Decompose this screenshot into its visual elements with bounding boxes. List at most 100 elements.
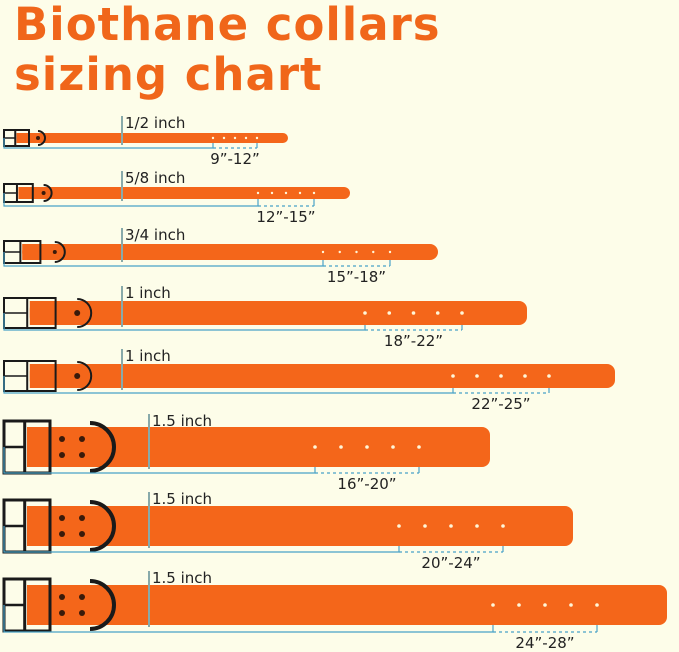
hole: [211, 136, 215, 140]
hole: [256, 191, 260, 195]
strap: [22, 244, 438, 260]
rivet: [74, 373, 81, 379]
buckle-keeper: [27, 585, 48, 625]
hole: [499, 374, 503, 378]
strap: [27, 585, 667, 625]
rivet: [59, 531, 65, 537]
buckle-keeper: [29, 301, 54, 325]
range-label: 12”-15”: [256, 208, 315, 226]
hole: [312, 191, 316, 195]
hole: [372, 250, 375, 254]
length-bracket: [3, 447, 316, 474]
length-bracket: [3, 138, 214, 149]
rivet: [59, 610, 65, 616]
hole: [298, 191, 302, 195]
width-label: 1.5 inch: [152, 412, 212, 430]
d-ring-icon: [77, 298, 93, 328]
hole: [365, 445, 369, 449]
hole: [284, 191, 288, 195]
collar-3: 3/4 inch 15”-18”: [3, 226, 438, 286]
width-label: 5/8 inch: [125, 169, 185, 187]
buckle-keeper: [27, 427, 48, 467]
strap: [16, 133, 288, 143]
width-label: 1 inch: [125, 284, 171, 302]
hole: [543, 603, 547, 607]
collar-1: 1/2 inch 9”-12”: [3, 114, 288, 168]
hole: [460, 311, 464, 315]
width-label: 1/2 inch: [125, 114, 185, 132]
hole: [569, 603, 573, 607]
d-ring-icon: [37, 130, 46, 146]
buckle-keeper: [16, 133, 28, 143]
hole: [313, 445, 317, 449]
strap: [27, 506, 573, 546]
rivet: [52, 250, 57, 254]
hole: [255, 136, 259, 140]
buckle-keeper: [18, 187, 32, 199]
hole: [517, 603, 521, 607]
hole: [475, 524, 479, 528]
hole: [233, 136, 237, 140]
buckle-keeper: [29, 364, 54, 388]
hole: [475, 374, 479, 378]
d-ring-icon: [43, 184, 53, 202]
rivet: [36, 136, 40, 140]
d-ring-icon: [54, 241, 66, 263]
d-ring-icon: [89, 421, 116, 473]
rivet: [59, 452, 65, 458]
width-label: 1.5 inch: [152, 569, 212, 587]
rivet: [79, 610, 85, 616]
title-line-2: sizing chart: [14, 48, 323, 101]
range-label: 22”-25”: [471, 395, 530, 413]
hole: [339, 445, 343, 449]
hole: [595, 603, 599, 607]
hole: [391, 445, 395, 449]
hole: [523, 374, 527, 378]
rivet: [59, 436, 65, 442]
collar-2: 5/8 inch 12”-15”: [3, 169, 351, 226]
length-bracket: [3, 526, 400, 553]
hole: [451, 374, 455, 378]
buckle-keeper: [22, 244, 39, 260]
rivet: [79, 436, 85, 442]
d-ring-icon: [77, 361, 93, 391]
collar-8: 1.5 inch 24”-28”: [2, 569, 667, 652]
hole: [435, 311, 440, 315]
hole: [387, 311, 392, 315]
length-bracket: [3, 313, 366, 331]
strap: [27, 427, 490, 467]
range-label: 16”-20”: [337, 475, 396, 493]
hole: [338, 250, 341, 254]
rivet: [74, 310, 81, 316]
strap: [29, 364, 616, 388]
rivet: [41, 191, 46, 195]
hole: [397, 524, 401, 528]
d-ring-icon: [89, 500, 116, 552]
length-bracket: [3, 376, 454, 394]
rivet: [79, 452, 85, 458]
rivet: [79, 515, 85, 521]
strap: [18, 187, 351, 199]
hole: [321, 250, 325, 254]
hole: [388, 250, 392, 254]
hole: [270, 191, 274, 195]
hole: [501, 524, 505, 528]
rivet: [79, 594, 85, 600]
collar-6: 1.5 inch 16”-20”: [2, 412, 490, 493]
width-label: 1 inch: [125, 347, 171, 365]
rivet: [59, 515, 65, 521]
width-label: 3/4 inch: [125, 226, 185, 244]
range-label: 20”-24”: [421, 554, 480, 572]
buckle-keeper: [27, 506, 48, 546]
hole: [222, 136, 226, 140]
collar-7: 1.5 inch 20”-24”: [2, 490, 573, 572]
hole: [547, 374, 551, 378]
rivet: [79, 531, 85, 537]
length-bracket: [3, 605, 494, 633]
hole: [363, 311, 367, 315]
collar-5: 1 inch 22”-25”: [3, 347, 616, 413]
range-label: 9”-12”: [210, 150, 260, 168]
hole: [411, 311, 416, 315]
hole: [355, 250, 358, 254]
